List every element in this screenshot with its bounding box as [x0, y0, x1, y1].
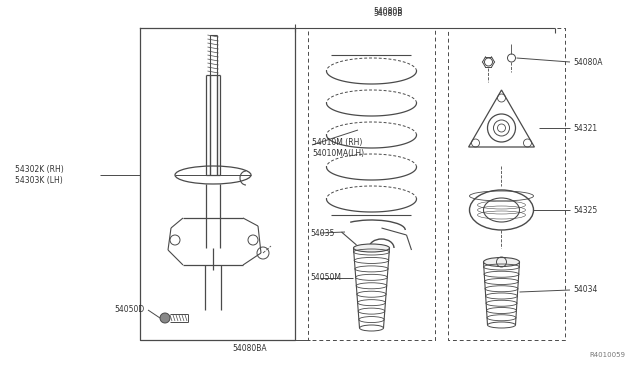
Ellipse shape — [353, 244, 390, 252]
Text: 54321: 54321 — [573, 124, 597, 132]
Text: 54050D: 54050D — [115, 305, 145, 314]
Text: 54080B: 54080B — [373, 7, 403, 16]
Text: 54080B: 54080B — [373, 9, 403, 18]
Text: 54325: 54325 — [573, 205, 597, 215]
Text: 54050M: 54050M — [310, 273, 341, 282]
Text: 54080A: 54080A — [573, 58, 602, 67]
Text: 54010M (RH)
54010MA(LH): 54010M (RH) 54010MA(LH) — [312, 138, 364, 158]
Text: 54080BA: 54080BA — [233, 344, 268, 353]
Text: 54302K (RH)
54303K (LH): 54302K (RH) 54303K (LH) — [15, 165, 64, 185]
Text: 54035: 54035 — [310, 228, 334, 237]
Text: 54034: 54034 — [573, 285, 597, 295]
Text: R4010059: R4010059 — [589, 352, 625, 358]
Ellipse shape — [483, 257, 520, 266]
Circle shape — [160, 313, 170, 323]
